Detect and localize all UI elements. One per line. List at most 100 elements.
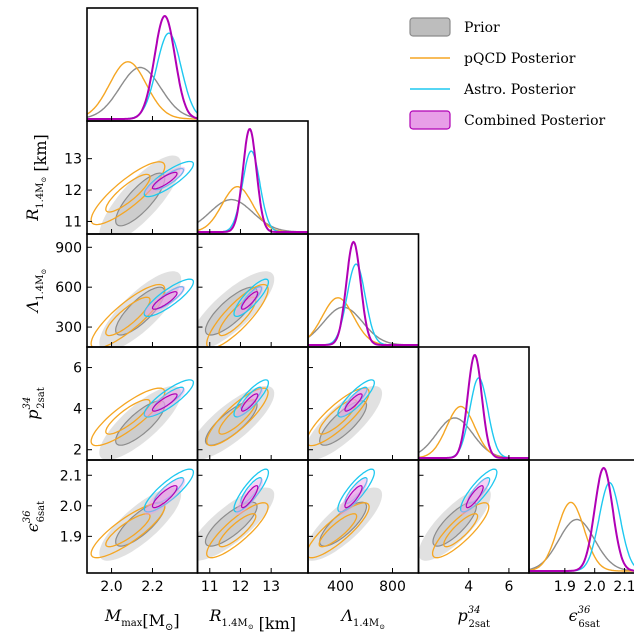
legend-label: Astro. Posterior	[463, 82, 576, 98]
label-tail-sub: ⊙	[165, 622, 173, 633]
panel-frame	[528, 459, 634, 574]
y-tick-label: 2.0	[60, 499, 82, 515]
label-subsub: ⊙	[248, 623, 254, 631]
panel-L14-vs-R14	[197, 271, 275, 347]
marginal-Mmax-prior	[87, 66, 198, 119]
marginal-e6sat-combined-posterior	[529, 466, 634, 572]
label-sub: 6sat	[36, 501, 47, 522]
panel-p2sat-vs-R14	[197, 379, 275, 460]
marginal-Mmax-pqcd-posterior	[87, 61, 198, 120]
label-sup: 36	[22, 510, 33, 523]
y-axis-label-R14: R1.4M⊙ [km]	[23, 134, 50, 222]
label-tail: [km]	[254, 614, 296, 633]
contour-astro-posterior	[337, 379, 375, 418]
diag-panel-R14	[197, 128, 308, 233]
label-sub: 1.4M	[222, 618, 248, 629]
panel-frame	[417, 346, 530, 461]
x-tick-label: 12	[232, 579, 250, 595]
x-tick-label: 13	[262, 579, 280, 595]
contour-pqcd-posterior	[105, 513, 151, 548]
label-symbol: ϵ	[569, 606, 578, 625]
contour-astro-posterior	[233, 278, 270, 318]
x-axis-label-R14: R1.4M⊙ [km]	[208, 606, 296, 633]
panel-p2sat-vs-L14	[308, 379, 383, 460]
panel-frame	[307, 233, 420, 348]
y-axis-label-L14: Λ1.4M⊙	[23, 269, 48, 315]
y-tick-label: 1.9	[60, 529, 82, 545]
contour-pqcd-posterior	[206, 387, 269, 447]
contour-pqcd-posterior	[218, 513, 257, 548]
panel-e6sat-vs-Mmax	[90, 468, 195, 561]
label-sub: 6sat	[578, 619, 599, 630]
x-tick-label: 2.2	[141, 579, 163, 595]
y-tick-label: 12	[64, 183, 82, 199]
marginal-R14-astro-posterior	[197, 150, 308, 233]
legend: Prior pQCD Posterior Astro. Posterior Combi…	[409, 17, 606, 130]
label-sup: 34	[468, 605, 481, 616]
panel-p2sat-vs-Mmax	[90, 379, 195, 460]
y-tick-label: 6	[73, 361, 82, 377]
contour-pqcd-posterior	[308, 387, 370, 447]
label-symbol: p	[458, 606, 468, 625]
contour-pqcd-posterior	[105, 398, 151, 435]
contour-pqcd-posterior	[90, 502, 166, 559]
contour-combined-posterior	[151, 291, 178, 310]
contour-pqcd-posterior	[105, 296, 151, 337]
contour-astro-posterior	[143, 379, 195, 418]
panel-L14-vs-Mmax	[90, 271, 195, 347]
legend-swatch-prior	[409, 17, 451, 37]
marginal-R14-combined-posterior	[197, 128, 308, 233]
marginal-p2sat-pqcd-posterior	[418, 405, 529, 459]
x-axis-label-Mmax: Mmax[M⊙]	[104, 606, 180, 633]
label-symbol: Λ	[23, 301, 42, 315]
contour-astro-posterior	[233, 468, 270, 513]
marginal-p2sat-combined-posterior	[418, 354, 529, 459]
contour-combined-posterior	[465, 485, 484, 509]
y-tick-label: 11	[64, 214, 82, 230]
legend-label: Prior	[464, 20, 500, 36]
x-tick-label: 6	[504, 579, 513, 595]
label-sub: max	[121, 618, 142, 629]
label-symbol: R	[208, 606, 221, 625]
contour-combined-posterior	[151, 171, 178, 190]
marginal-L14-combined-posterior	[308, 240, 419, 346]
contour-combined-posterior	[344, 485, 363, 509]
x-tick-label: 2.0	[584, 579, 606, 595]
y-tick-label: 600	[55, 280, 82, 296]
contour-astro-posterior	[143, 278, 195, 318]
y-axis-label-p2sat: p34 2sat	[22, 387, 47, 419]
marginal-Mmax-combined-posterior	[87, 14, 198, 120]
y-tick-label: 4	[73, 402, 82, 418]
x-axis-label-L14: Λ1.4M⊙	[339, 606, 385, 631]
contour-combined-posterior	[151, 485, 178, 509]
x-tick-label: 1.9	[554, 579, 576, 595]
contour-astro-posterior	[337, 468, 375, 513]
y-tick-label: 300	[55, 320, 82, 336]
label-sub: 1.4M	[35, 275, 46, 301]
label-tail: [km]	[31, 134, 50, 176]
panel-e6sat-vs-R14	[197, 468, 275, 561]
contour-pqcd-posterior	[443, 513, 479, 548]
y-tick-label: 900	[55, 240, 82, 256]
legend-label: pQCD Posterior	[464, 51, 576, 67]
x-tick-label: 400	[327, 579, 354, 595]
y-tick-label: 2.1	[60, 468, 82, 484]
label-subsub: ⊙	[40, 177, 48, 183]
y-axis-label-e6sat: ϵ36 6sat	[22, 501, 47, 532]
label-symbol: M	[104, 606, 122, 625]
label-symbol: R	[23, 209, 42, 222]
y-tick-label: 2	[73, 443, 82, 459]
label-sub: 2sat	[36, 387, 47, 408]
diag-panel-Mmax	[87, 14, 198, 120]
x-tick-label: 2.0	[100, 579, 122, 595]
contour-astro-posterior	[460, 468, 498, 513]
label-sup: 34	[22, 397, 33, 410]
label-subsub: ⊙	[379, 623, 385, 631]
y-tick-label: 13	[64, 152, 82, 168]
label-subsub: ⊙	[40, 269, 48, 275]
label-sub: 1.4M	[35, 183, 46, 209]
marginal-e6sat-prior	[529, 518, 634, 572]
x-axis-label-e6sat: ϵ36 6sat	[569, 605, 600, 630]
contour-combined-posterior	[151, 393, 178, 412]
